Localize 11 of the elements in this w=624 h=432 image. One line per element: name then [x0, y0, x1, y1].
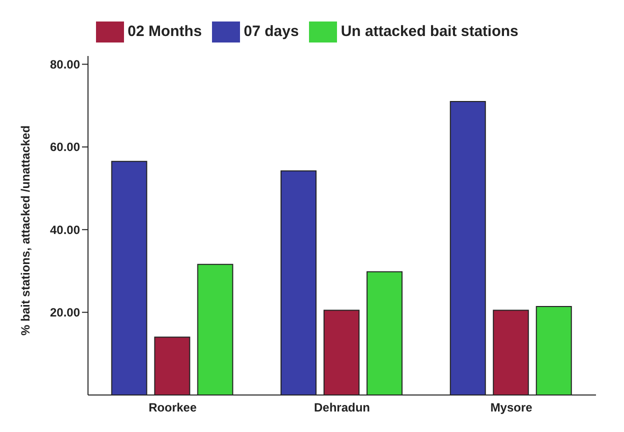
legend-label: Un attacked bait stations	[340, 22, 518, 40]
y-tick-label: 60.00	[50, 140, 80, 154]
y-tick-label: 40.00	[50, 222, 80, 237]
x-tick-label: Roorkee	[148, 400, 197, 415]
legend-label: 02 Months	[128, 22, 202, 40]
y-axis-title: % bait stations, attacked /unattacked	[18, 125, 32, 336]
x-tick-label: Mysore	[490, 400, 533, 415]
legend-label: 07 days	[244, 22, 299, 40]
y-tick-label: 20.00	[50, 306, 80, 320]
y-tick-label: 80.00	[50, 58, 80, 72]
x-tick-label: Dehradun	[314, 400, 370, 415]
